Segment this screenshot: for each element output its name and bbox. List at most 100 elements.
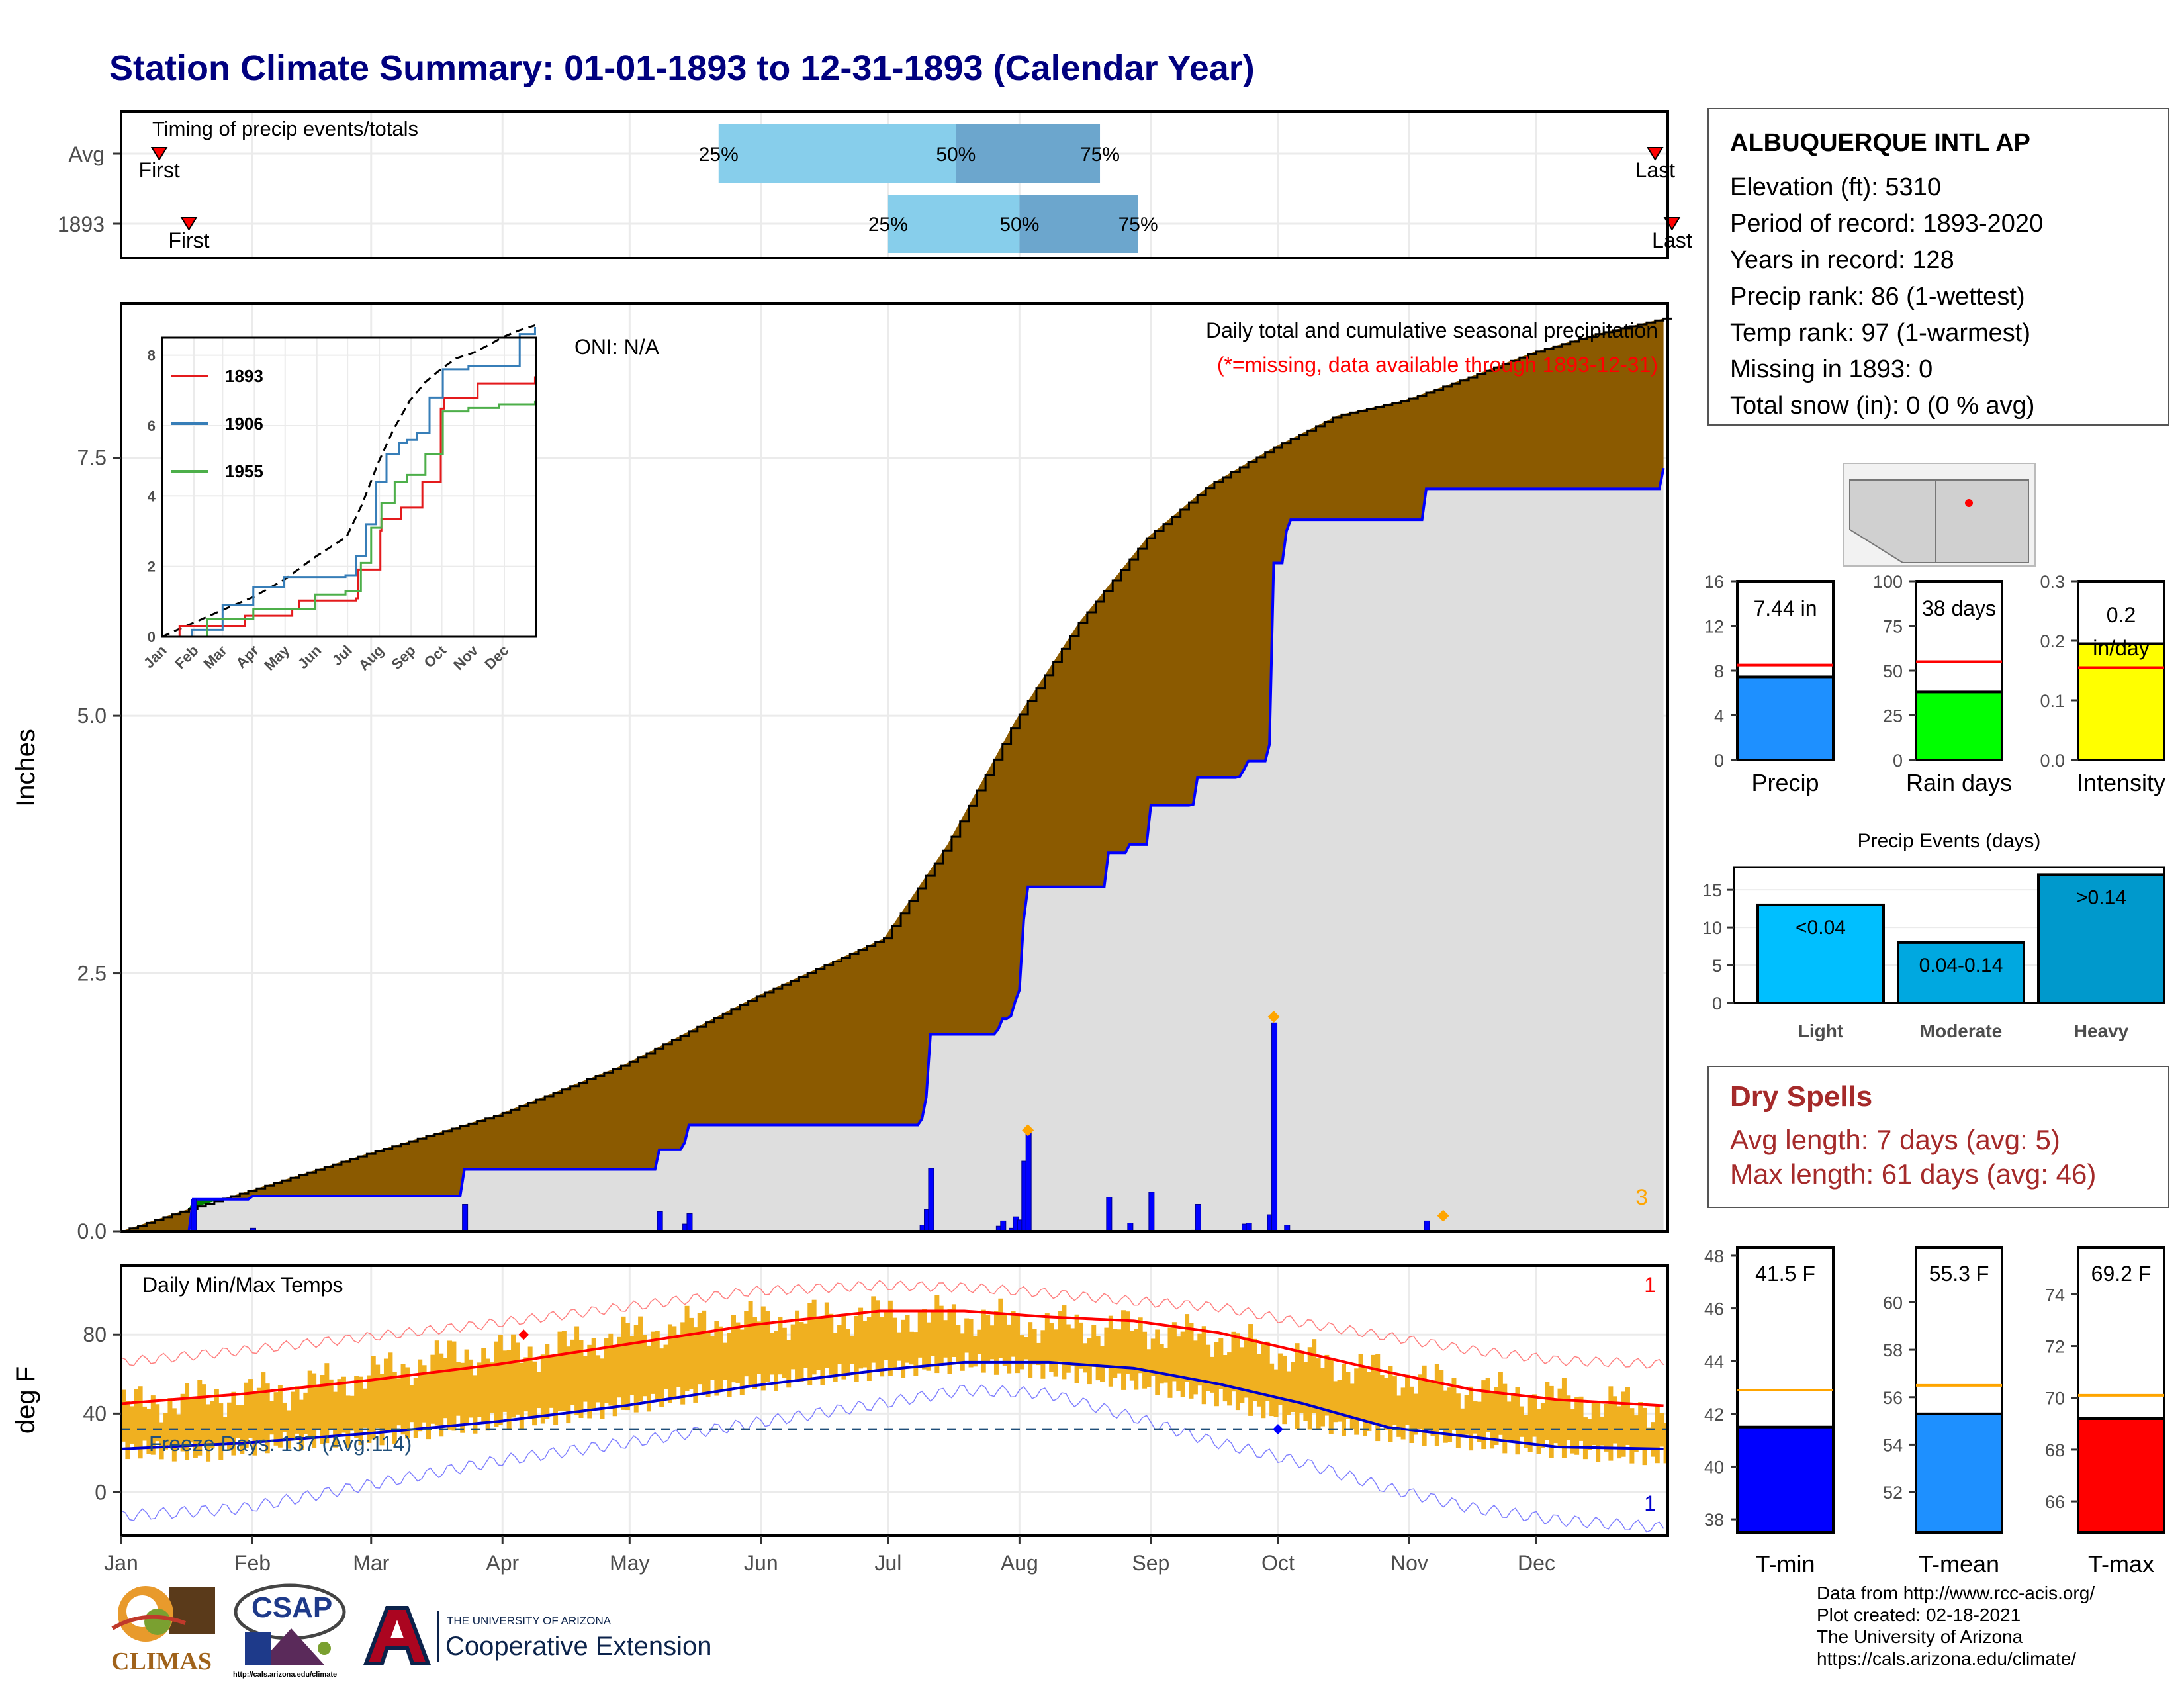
dry-spells-max: Max length: 61 days (avg: 46) [1730,1158,2097,1190]
credit-university: The University of Arizona [1817,1626,2023,1647]
dry-spells-avg: Avg length: 7 days (avg: 5) [1730,1124,2060,1155]
daily-temp-bar [291,1391,296,1440]
daily-temp-bar [337,1379,342,1437]
daily-temp-bar [265,1383,270,1454]
daily-temp-bar [837,1325,842,1365]
precip-event-category: Light [1798,1021,1843,1041]
gauge-value-text: in/day [2093,636,2149,660]
daily-temp-bar [540,1354,545,1424]
gauge-y-tick: 68 [2045,1440,2065,1460]
gauge-y-tick: 72 [2045,1337,2065,1357]
daily-temp-bar [1256,1354,1261,1407]
daily-temp-bar [684,1305,690,1392]
daily-temp-bar [1464,1395,1469,1435]
daily-temp-bar [430,1354,435,1424]
daily-precip-bar [1025,1129,1032,1232]
gauge-y-tick: 56 [1883,1388,1903,1408]
daily-temp-bar [858,1307,864,1369]
daily-temp-bar [358,1376,363,1446]
daily-temp-bar [1286,1371,1291,1415]
daily-temp-bar [189,1397,194,1443]
daily-temp-bar [1044,1313,1050,1362]
timing-quartile-label: 25% [699,144,739,165]
daily-temp-bar [778,1317,783,1375]
daily-temp-bar [383,1358,388,1432]
timing-first-label: First [168,228,209,252]
daily-temp-bar [345,1395,351,1448]
daily-temp-bar [1566,1395,1571,1441]
daily-temp-bar [1087,1338,1092,1385]
daily-temp-bar [494,1341,499,1427]
daily-temp-bar [379,1374,385,1446]
climas-sun-icon [111,1586,215,1642]
daily-temp-bar [1418,1374,1423,1430]
daily-temp-bar [596,1355,601,1403]
daily-temp-bar [1058,1311,1063,1362]
university-name: THE UNIVERSITY OF ARIZONA [447,1615,612,1627]
daily-temp-bar [532,1361,537,1426]
daily-temp-bar [1524,1415,1529,1448]
daily-temp-bar [1561,1378,1567,1458]
timing-bar-q25-q50 [718,124,956,183]
daily-precip-bar [1195,1203,1201,1232]
temp-y-tick: 80 [83,1323,107,1346]
daily-temp-bar [854,1315,859,1382]
daily-temp-bar [244,1382,249,1448]
precip-panel-title: Daily total and cumulative seasonal prec… [1206,318,1658,342]
daily-temp-bar [1345,1372,1351,1419]
precip-y-tick: 0.0 [77,1219,107,1243]
daily-temp-bar [180,1393,185,1452]
daily-temp-bar [1515,1387,1520,1455]
daily-temp-bar [235,1405,240,1438]
temp-record-marker [518,1329,529,1340]
daily-temp-bar [1053,1329,1058,1377]
csap-logo: CSAP http://cals.arizona.edu/climate [232,1582,347,1681]
precip-event-category: Heavy [2074,1021,2129,1041]
daily-temp-bar [926,1322,931,1371]
daily-temp-bar [1477,1401,1482,1442]
temp-y-label: deg F [11,1366,40,1434]
daily-temp-bar [197,1380,203,1456]
station-years: Years in record: 128 [1730,246,1954,274]
daily-temp-bar [320,1375,325,1444]
daily-temp-bar [206,1404,211,1462]
daily-temp-bar [1303,1362,1308,1421]
daily-temp-bar [439,1353,444,1437]
temp-record-marker [1272,1424,1283,1435]
daily-temp-bar [1298,1350,1304,1413]
precip-event-bar [1897,941,2025,1005]
daily-temp-bar [608,1333,614,1406]
daily-temp-bar [545,1344,550,1419]
daily-temp-bar [913,1332,919,1376]
daily-temp-bar [1307,1347,1312,1430]
daily-temp-bar [316,1386,321,1430]
daily-temp-bar [582,1356,588,1402]
gauge-bar [1736,1425,1835,1534]
daily-temp-bar [1608,1386,1614,1461]
daily-temp-bar [210,1401,215,1449]
daily-temp-bar [774,1331,779,1391]
daily-temp-bar [193,1397,198,1458]
daily-temp-bar [1079,1322,1084,1369]
daily-temp-bar [1116,1329,1122,1374]
daily-temp-bar [214,1389,219,1447]
daily-temp-bar [930,1312,935,1356]
inset-series-1955 [162,400,536,638]
gauge-bar [1915,690,2003,762]
events-y-tick: 15 [1702,880,1722,900]
daily-temp-bar [1625,1387,1630,1445]
daily-precip-bar [928,1168,934,1232]
daily-temp-bar [1545,1382,1550,1440]
daily-temp-bar [1473,1401,1478,1434]
gauge-y-tick: 60 [1883,1293,1903,1313]
daily-temp-bar [295,1386,300,1434]
timing-last-marker [1647,147,1664,161]
daily-temp-bar [1171,1322,1177,1382]
daily-temp-bar [248,1379,253,1438]
timing-last-label: Last [1652,228,1692,252]
daily-temp-bar [171,1408,177,1462]
dry-spells-box: Dry Spells Avg length: 7 days (avg: 5) M… [1707,1066,2169,1208]
daily-temp-bar [1587,1419,1592,1450]
daily-temp-bar [511,1334,516,1418]
timing-row-label: 1893 [58,212,105,236]
